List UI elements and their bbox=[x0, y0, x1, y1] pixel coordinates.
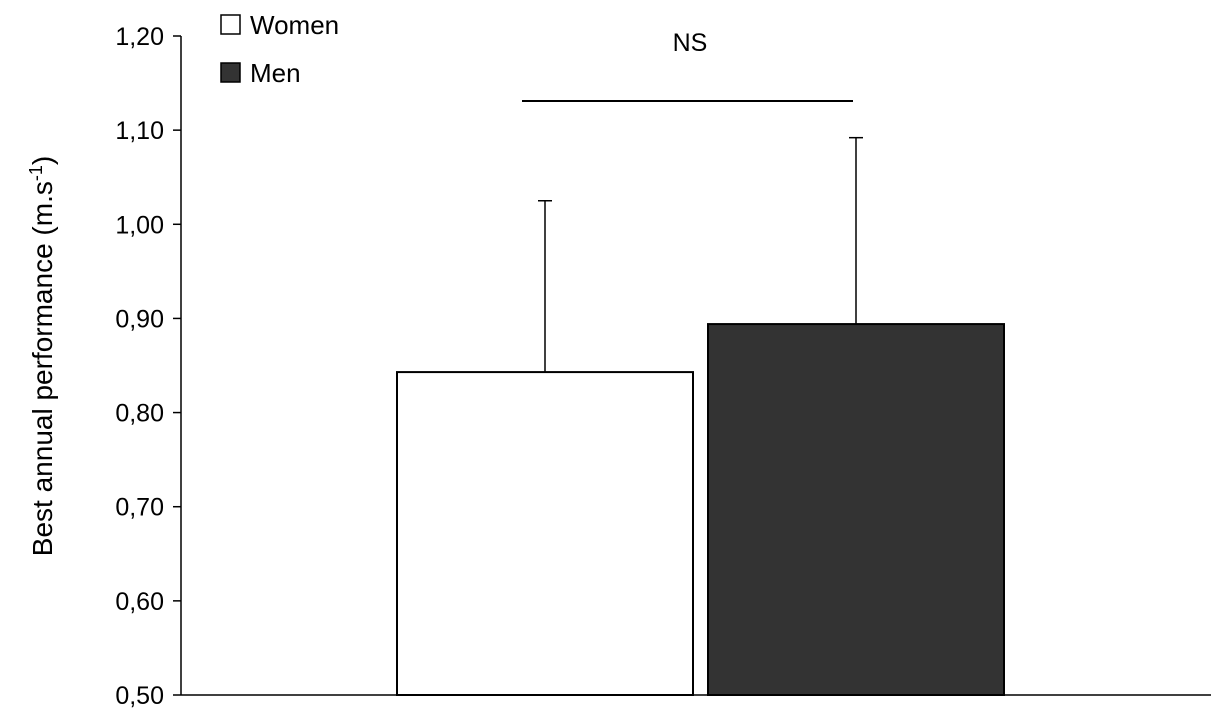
y-tick-label: 0,90 bbox=[115, 305, 164, 333]
significance-label: NS bbox=[673, 29, 708, 57]
bar-men bbox=[707, 323, 1005, 696]
legend-label-men: Men bbox=[250, 58, 301, 88]
bar-women bbox=[396, 371, 694, 696]
y-axis-title: Best annual performance (m.s-1) bbox=[26, 156, 58, 556]
y-tick-label: 0,80 bbox=[115, 400, 164, 428]
legend-swatch-women bbox=[220, 14, 241, 35]
error-bars bbox=[538, 136, 863, 373]
y-tick-label: 0,70 bbox=[115, 494, 164, 522]
bars bbox=[396, 323, 1005, 696]
legend-swatch-men bbox=[220, 62, 241, 83]
y-tick-label: 0,50 bbox=[115, 682, 164, 710]
y-tick-label: 0,60 bbox=[115, 588, 164, 616]
legend-label-women: Women bbox=[250, 10, 339, 40]
y-axis-title-superscript: -1 bbox=[26, 165, 46, 181]
y-axis-title-main: Best annual performance (m.s bbox=[27, 181, 58, 556]
y-axis-title-close: ) bbox=[27, 156, 58, 165]
y-tick-label: 1,20 bbox=[115, 23, 164, 51]
y-ticks: 0,50 0,60 0,70 0,80 0,90 1,00 1,10 1,20 bbox=[115, 23, 181, 710]
y-tick-label: 1,00 bbox=[115, 211, 164, 239]
legend: Women Men bbox=[220, 10, 339, 88]
y-tick-label: 1,10 bbox=[115, 117, 164, 145]
